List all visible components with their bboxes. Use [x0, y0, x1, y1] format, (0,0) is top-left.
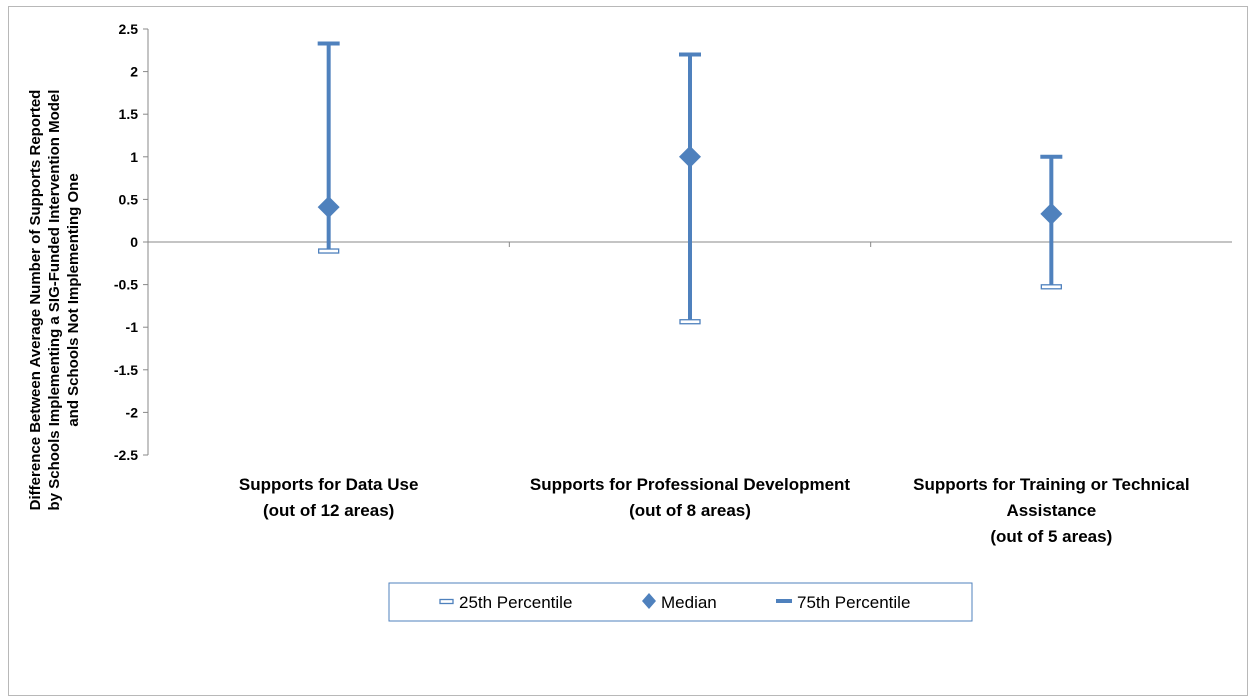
category-label: Supports for Training or Technical [913, 475, 1189, 494]
y-tick-label: -2.5 [114, 447, 138, 463]
percentile-25-cap [318, 248, 340, 254]
y-tick-label: 2.5 [119, 21, 139, 37]
y-tick-label: -0.5 [114, 277, 138, 293]
category-label: Supports for Professional Development [530, 475, 851, 494]
category-label: Supports for Data Use [239, 475, 418, 494]
legend-25th-marker [439, 598, 454, 605]
y-tick-label: 0.5 [119, 191, 139, 207]
category-label: (out of 5 areas) [990, 527, 1112, 546]
category-label: (out of 8 areas) [629, 501, 751, 520]
legend-item-75th: 75th Percentile [776, 593, 910, 612]
y-tick-label: 0 [130, 234, 138, 250]
percentile-25-cap [679, 319, 701, 325]
legend-box [388, 582, 973, 622]
y-tick-label: 1.5 [119, 106, 139, 122]
y-axis-title-line: by Schools Implementing a SIG-Funded Int… [46, 90, 63, 511]
legend-25th-label: 25th Percentile [459, 593, 572, 612]
legend-item-25th: 25th Percentile [439, 593, 572, 612]
y-axis-title-line: Difference Between Average Number of Sup… [27, 90, 44, 511]
y-tick-label: -2 [126, 404, 139, 420]
median-marker [317, 196, 340, 219]
y-tick-label: -1 [126, 319, 139, 335]
legend-item-median: Median [642, 593, 717, 612]
y-tick-label: 1 [130, 149, 138, 165]
median-marker [679, 145, 701, 168]
category-label: Assistance [1006, 501, 1096, 520]
category-labels: Supports for Data Use (out of 12 areas) Su… [239, 475, 1190, 546]
legend: 25th Percentile Median 75th Percentile [388, 582, 973, 622]
median-marker [1040, 202, 1063, 225]
legend-75th-label: 75th Percentile [797, 593, 910, 612]
y-tick-label: 2 [130, 64, 138, 80]
data-marks [317, 41, 1063, 325]
axes: 2.5 2 1.5 1 0.5 0 -0.5 -1 -1.5 -2 -2.5 [114, 21, 1232, 463]
y-axis-title: Difference Between Average Number of Sup… [27, 90, 82, 511]
category-label: (out of 12 areas) [263, 501, 394, 520]
legend-median-marker [642, 593, 656, 609]
percentile-25-cap [1040, 284, 1062, 290]
y-axis-title-line: and Schools Not Implementing One [65, 173, 82, 426]
legend-median-label: Median [661, 593, 717, 612]
y-tick-label: -1.5 [114, 362, 138, 378]
